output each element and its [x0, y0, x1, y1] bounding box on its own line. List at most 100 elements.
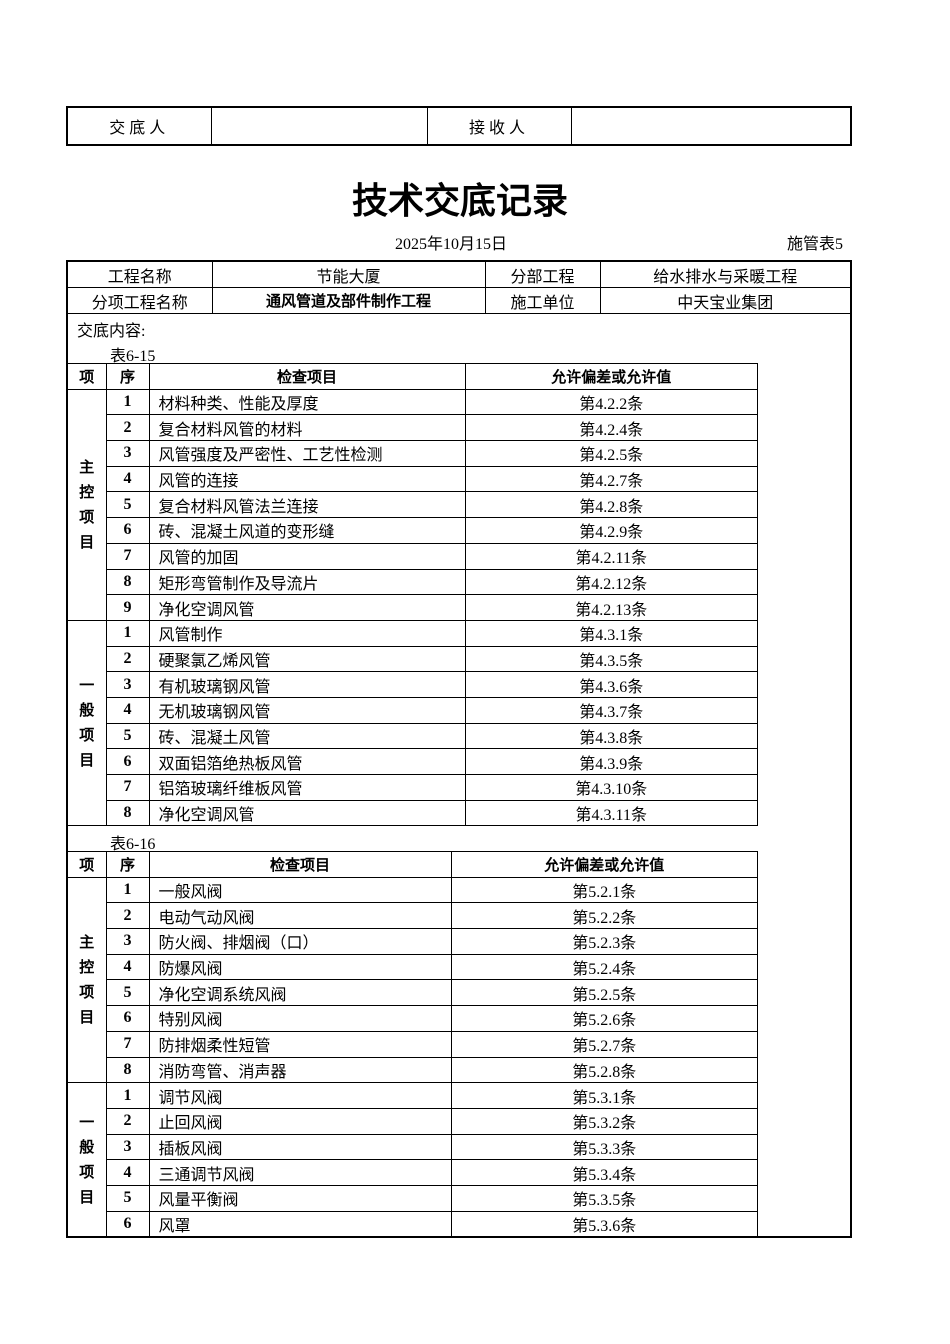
table-row: 2 复合材料风管的材料 第4.2.4条 [68, 414, 758, 442]
tolerance-value: 第5.3.3条 [450, 1133, 758, 1161]
tolerance-value: 第5.2.8条 [450, 1056, 758, 1084]
group-cell: 一般项目 [68, 619, 107, 827]
project-name: 节能大厦 [211, 262, 486, 288]
tolerance-value: 第5.3.6条 [450, 1210, 758, 1238]
tolerance-value: 第5.3.4条 [450, 1159, 758, 1186]
group-label: 主控项目 [79, 457, 95, 551]
receiver-field[interactable] [570, 106, 852, 146]
tolerance-value: 第5.2.6条 [450, 1005, 758, 1032]
row-number: 1 [105, 876, 150, 904]
table-row: 4 三通调节风阀 第5.3.4条 [68, 1159, 758, 1186]
item-header: 检查项目 [148, 851, 452, 878]
discloser-field[interactable] [210, 106, 428, 146]
signoff-table: 交底人 接收人 [66, 106, 852, 146]
table-row: 7 防排烟柔性短管 第5.2.7条 [68, 1030, 758, 1058]
row-number: 2 [106, 645, 150, 673]
tolerance-value: 第5.2.1条 [450, 876, 758, 904]
row-number: 7 [106, 542, 150, 570]
row-number: 3 [106, 671, 150, 698]
tolerance-value: 第4.3.11条 [464, 799, 758, 827]
record-table: 工程名称 节能大厦 分部工程 给水排水与采暖工程 分项工程名称 通风管道及部件制… [66, 260, 852, 1238]
table-row: 2 硬聚氯乙烯风管 第4.3.5条 [68, 645, 758, 673]
table-row: 2 止回风阀 第5.3.2条 [68, 1107, 758, 1135]
table-row: 2 电动气动风阀 第5.2.2条 [68, 902, 758, 930]
row-number: 1 [105, 619, 150, 647]
tolerance-value: 第4.3.1条 [464, 619, 758, 647]
row-number: 1 [105, 388, 150, 416]
table-row: 5 风量平衡阀 第5.3.5条 [68, 1184, 758, 1212]
row-number: 4 [106, 696, 150, 724]
group-cell: 主控项目 [68, 388, 107, 621]
content-label: 交底内容: [77, 323, 146, 340]
row-number: 3 [106, 928, 150, 955]
tolerance-value: 第5.3.1条 [450, 1082, 758, 1109]
row-number: 7 [106, 1030, 150, 1058]
table-row: 7 铝箔玻璃纤维板风管 第4.3.10条 [68, 774, 758, 801]
tolerance-value: 第4.3.9条 [464, 748, 758, 775]
table-row: 6 特别风阀 第5.2.6条 [68, 1005, 758, 1032]
table-row: 8 矩形弯管制作及导流片 第4.2.12条 [68, 568, 758, 596]
subitem: 通风管道及部件制作工程 [211, 287, 486, 314]
check-item: 矩形弯管制作及导流片 [148, 568, 466, 596]
table-row: 主控项目 1 一般风阀 第5.2.1条 [68, 876, 758, 1084]
row-number: 4 [106, 465, 150, 493]
group-label: 一般项目 [79, 1112, 95, 1206]
check-item: 风管的连接 [148, 465, 466, 493]
tolerance-value: 第5.2.5条 [450, 979, 758, 1007]
table-row: 一般项目 1 风管制作 第4.3.1条 [68, 619, 758, 827]
row-number: 2 [106, 414, 150, 442]
check-item: 止回风阀 [148, 1107, 452, 1135]
tolerance-value: 第5.2.4条 [450, 953, 758, 981]
check-item: 风罩 [148, 1210, 452, 1238]
row-number: 4 [106, 1159, 150, 1186]
check-item: 防爆风阀 [148, 953, 452, 981]
table-row: 5 复合材料风管法兰连接 第4.2.8条 [68, 491, 758, 519]
row-number: 2 [106, 902, 150, 930]
check-item: 复合材料风管的材料 [148, 414, 466, 442]
check-item: 风管的加固 [148, 542, 466, 570]
form-number: 施管表5 [786, 236, 843, 253]
date: 2025年10月15日 [395, 236, 508, 253]
tolerance-value: 第4.2.5条 [464, 440, 758, 467]
table-caption: 表6-15 [110, 348, 156, 365]
check-item: 双面铝箔绝热板风管 [148, 748, 466, 775]
receiver-label: 接收人 [426, 106, 572, 146]
group-label: 主控项目 [79, 932, 95, 1026]
row-number: 8 [106, 1056, 150, 1084]
check-item: 砖、混凝土风道的变形缝 [148, 517, 466, 544]
project-name-label: 工程名称 [68, 262, 213, 288]
tolerance-value: 第4.2.2条 [464, 388, 758, 416]
row-number: 5 [106, 979, 150, 1007]
row-number: 6 [106, 517, 150, 544]
tolerance-value: 第4.2.9条 [464, 517, 758, 544]
row-number: 5 [106, 491, 150, 519]
table-row: 9 净化空调风管 第4.2.13条 [68, 594, 758, 621]
check-item: 有机玻璃钢风管 [148, 671, 466, 698]
seq-header: 序 [105, 851, 150, 878]
check-item: 无机玻璃钢风管 [148, 696, 466, 724]
check-item: 净化空调风管 [148, 799, 466, 827]
check-item: 防火阀、排烟阀（口） [148, 928, 452, 955]
check-item: 调节风阀 [148, 1082, 452, 1109]
row-number: 7 [106, 774, 150, 801]
check-item: 防排烟柔性短管 [148, 1030, 452, 1058]
contractor: 中天宝业集团 [599, 287, 850, 314]
table-row: 6 风罩 第5.3.6条 [68, 1210, 758, 1238]
tolerance-value: 第5.2.7条 [450, 1030, 758, 1058]
check-item: 消防弯管、消声器 [148, 1056, 452, 1084]
row-number: 6 [106, 1005, 150, 1032]
table-row: 5 砖、混凝土风管 第4.3.8条 [68, 722, 758, 750]
row-number: 3 [106, 1133, 150, 1161]
contractor-label: 施工单位 [484, 287, 601, 314]
tolerance-value: 第4.2.11条 [464, 542, 758, 570]
table-row: 8 消防弯管、消声器 第5.2.8条 [68, 1056, 758, 1084]
tolerance-value: 第5.3.2条 [450, 1107, 758, 1135]
inspection-table: 项序检查项目 允许偏差或允许值 主控项目 1 材料种类、性能及厚度 第4.2.2条 2 复合材… [68, 363, 758, 827]
table-row: 一般项目 1 调节风阀 第5.3.1条 [68, 1082, 758, 1238]
table-row: 4 无机玻璃钢风管 第4.3.7条 [68, 696, 758, 724]
check-item: 砖、混凝土风管 [148, 722, 466, 750]
table-row: 6 砖、混凝土风道的变形缝 第4.2.9条 [68, 517, 758, 544]
row-number: 5 [106, 722, 150, 750]
tolerance-value: 第4.2.13条 [464, 594, 758, 621]
